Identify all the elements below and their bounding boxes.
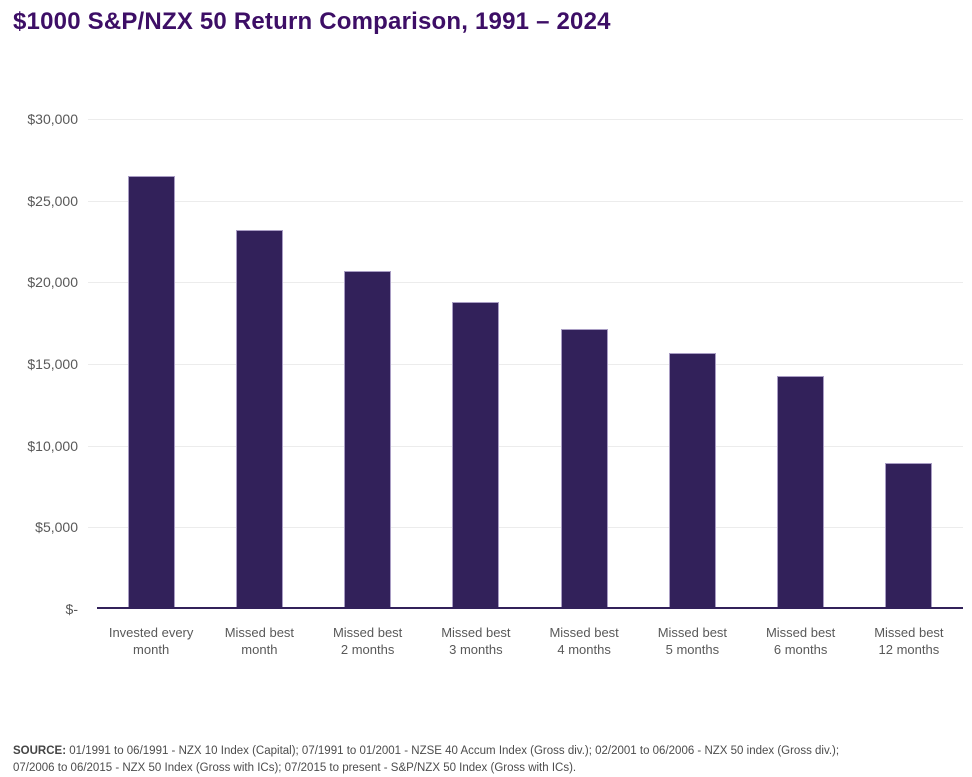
gridline [88, 119, 963, 120]
source-note: SOURCE: 01/1991 to 06/1991 - NZX 10 Inde… [13, 743, 958, 777]
bar [452, 302, 500, 607]
bar [560, 329, 608, 607]
y-axis-label: $5,000 [35, 519, 78, 536]
page-title: $1000 S&P/NZX 50 Return Comparison, 1991… [13, 8, 611, 35]
gridline [88, 445, 963, 447]
source-line-1: 01/1991 to 06/1991 - NZX 10 Index (Capit… [69, 744, 840, 757]
x-axis-label: Missed best 5 months [657, 625, 728, 657]
bar [344, 271, 392, 607]
gridline [88, 282, 963, 284]
x-axis-baseline [97, 607, 963, 609]
bar [668, 353, 716, 607]
source-label: SOURCE: [13, 744, 67, 757]
x-axis-label: Missed best 4 months [549, 625, 619, 657]
bar [235, 230, 283, 607]
y-axis-label: $30,000 [27, 111, 78, 127]
y-axis-label: $20,000 [27, 274, 78, 291]
gridline [88, 527, 963, 529]
y-axis-label: $10,000 [27, 437, 78, 454]
bar [777, 376, 825, 607]
x-axis-label: Missed best month [224, 625, 295, 657]
plot-area [88, 119, 963, 609]
x-axis-label: Missed best 12 months [874, 625, 944, 657]
y-axis-label: $25,000 [27, 192, 78, 209]
bar [885, 463, 933, 607]
gridline [88, 200, 963, 202]
gridline [88, 364, 963, 365]
x-axis-label: Missed best 2 months [332, 625, 403, 657]
y-axis-label: $- [65, 601, 78, 617]
bar [127, 176, 175, 607]
x-axis-label: Invested every month [108, 625, 194, 657]
x-axis-label: Missed best 6 months [765, 625, 836, 657]
x-axis-label: Missed best 3 months [441, 625, 511, 657]
y-axis-label: $15,000 [27, 356, 78, 372]
source-line-2: 07/2006 to 06/2015 - NZX 50 Index (Gross… [13, 761, 577, 774]
